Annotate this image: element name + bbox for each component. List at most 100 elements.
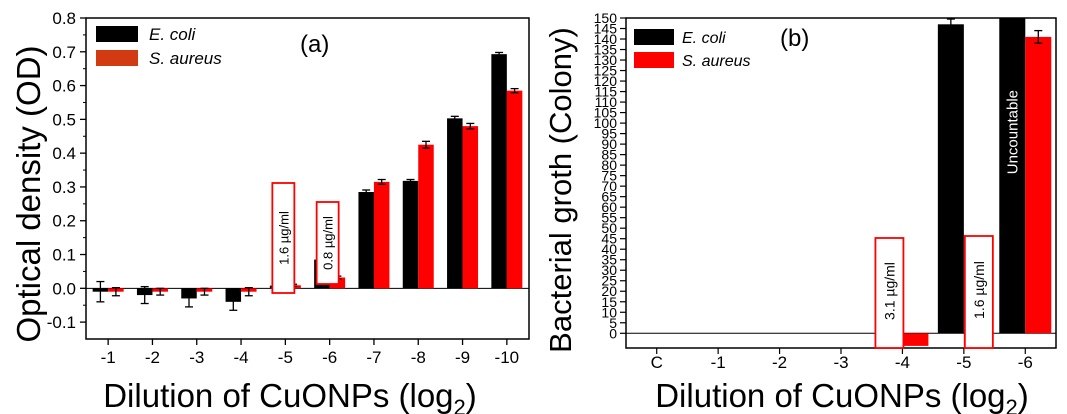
y-tick-label-b: 55 xyxy=(601,210,617,226)
y-tick-label-b: 150 xyxy=(594,10,618,26)
y-tick-label-b: 15 xyxy=(601,294,617,310)
bar-ecoli-a xyxy=(402,180,419,289)
x-tick-label-a: -1 xyxy=(101,348,116,367)
x-tick-label-b: -3 xyxy=(833,353,848,372)
y-axis-label-a: Optical density (OD) xyxy=(10,45,47,342)
y-tick-label-a: 0.7 xyxy=(52,43,76,62)
legend-swatch-ecoli-b xyxy=(634,29,674,45)
x-tick-label-a: -4 xyxy=(233,348,248,367)
legend-label-ecoli-b: E. coli xyxy=(682,30,726,47)
x-tick-label-b: -6 xyxy=(1018,353,1033,372)
x-axis-label-a-main: Dilution of CuONPs (log xyxy=(103,377,453,414)
legend-label-ecoli-a: E. coli xyxy=(149,25,197,44)
panel-label-b: (b) xyxy=(780,25,809,52)
x-axis-label-b-close: ) xyxy=(1018,377,1029,414)
bar-ecoli-a xyxy=(447,118,463,289)
bar-ecoli-a xyxy=(358,192,374,289)
x-axis-label-b-main: Dilution of CuONPs (log xyxy=(655,377,1005,414)
bar-ecoli-a xyxy=(491,54,507,289)
bar-saureus-b xyxy=(902,333,929,346)
y-axis-label-b: Bacterial groth (Colony) xyxy=(543,27,578,353)
y-tick-label-b: 30 xyxy=(601,262,617,278)
y-tick-label-b: 100 xyxy=(594,115,618,131)
y-tick-label-b: 130 xyxy=(594,52,618,68)
x-tick-label-a: -5 xyxy=(278,348,293,367)
y-tick-label-b: 120 xyxy=(594,73,618,89)
x-tick-label-b: -5 xyxy=(956,353,971,372)
y-tick-label-b: 75 xyxy=(601,168,617,184)
y-tick-label-b: 25 xyxy=(601,273,617,289)
y-tick-label-a: 0.4 xyxy=(52,144,76,163)
legend-swatch-saureus-b xyxy=(634,52,674,68)
panel-a: -0.1 0.0 0.1 0.2 0.3 0.4 0.5 0.6 0.7 0.8 -1 -2 -3 -4… xyxy=(10,9,530,414)
x-tick-label-a: -9 xyxy=(455,348,470,367)
y-tick-label-b: 85 xyxy=(601,147,617,163)
bar-ecoli-b xyxy=(999,18,1026,334)
y-tick-label-b: 140 xyxy=(594,31,618,47)
y-tick-label-b: 125 xyxy=(594,63,618,79)
annotation-box-a xyxy=(315,201,340,285)
annotation-text-b: 3.1 µg/ml xyxy=(881,262,897,320)
bar-saureus-a xyxy=(373,181,390,289)
annotation-text-b: 1.6 µg/ml xyxy=(971,261,987,319)
x-tick-label-a: -2 xyxy=(145,348,160,367)
y-tick-label-b: 20 xyxy=(601,283,617,299)
annotation-text-b: Uncountable xyxy=(1004,90,1021,174)
x-tick-label-a: -3 xyxy=(189,348,204,367)
y-tick-label-b: 70 xyxy=(601,178,617,194)
y-tick-label-a: 0.2 xyxy=(52,212,76,231)
legend-swatch-ecoli-a xyxy=(96,26,138,42)
annotation-box-b xyxy=(963,235,994,349)
y-tick-label-b: 145 xyxy=(594,21,618,37)
x-axis-label-b-sub: 2 xyxy=(1006,395,1018,414)
panel-b: 0510152025303540455055606570758085909510… xyxy=(543,10,1057,414)
x-axis-label-a: Dilution of CuONPs (log2) xyxy=(103,377,477,414)
y-tick-label-a: 0.8 xyxy=(52,9,76,28)
x-axis-label-a-close: ) xyxy=(466,377,477,414)
y-tick-label-b: 60 xyxy=(601,199,617,215)
legend-swatch-saureus-a xyxy=(96,50,138,66)
x-axis-label-a-sub: 2 xyxy=(454,395,466,414)
y-tick-label-b: 115 xyxy=(595,84,618,100)
x-tick-label-b: -2 xyxy=(772,353,787,372)
x-tick-label-b: -1 xyxy=(711,353,726,372)
bar-saureus-a xyxy=(462,126,479,289)
legend-label-saureus-b: S. aureus xyxy=(682,53,750,70)
x-tick-label-b: C xyxy=(651,353,663,372)
y-tick-label-b: 135 xyxy=(594,42,618,58)
y-tick-label-a: 0.3 xyxy=(52,178,76,197)
y-tick-label-b: 110 xyxy=(595,94,618,110)
y-tick-label-b: 0 xyxy=(609,325,617,341)
y-tick-label-b: 50 xyxy=(601,220,617,236)
panel-label-a: (a) xyxy=(300,31,329,58)
y-tick-label-a: 0.6 xyxy=(52,77,76,96)
bar-ecoli-b xyxy=(937,24,964,334)
y-tick-label-b: 5 xyxy=(609,315,617,331)
x-tick-label-a: -8 xyxy=(411,348,426,367)
y-tick-label-a: 0.0 xyxy=(52,279,76,298)
y-tick-label-b: 45 xyxy=(601,231,617,247)
y-tick-label-b: 40 xyxy=(601,241,617,257)
x-tick-label-a: -7 xyxy=(366,348,381,367)
y-tick-label-a: 0.5 xyxy=(52,110,76,129)
y-tick-label-b: 105 xyxy=(594,105,618,121)
x-axis-label-b: Dilution of CuONPs (log2) xyxy=(655,377,1029,414)
y-tick-label-b: 35 xyxy=(601,252,617,268)
bar-saureus-b xyxy=(1025,36,1052,334)
y-tick-label-a: 0.1 xyxy=(52,246,76,265)
x-tick-label-a: -10 xyxy=(495,348,520,367)
y-tick-label-a: -0.1 xyxy=(47,313,76,332)
y-tick-label-b: 10 xyxy=(601,304,617,320)
bar-saureus-a xyxy=(506,90,523,289)
x-tick-label-b: -4 xyxy=(895,353,910,372)
bar-saureus-a xyxy=(418,144,434,289)
y-tick-label-b: 65 xyxy=(601,189,617,205)
y-tick-label-b: 80 xyxy=(601,157,617,173)
plot-frame-a xyxy=(85,17,530,340)
legend-label-saureus-a: S. aureus xyxy=(149,49,222,68)
annotation-box-b xyxy=(874,237,905,349)
x-tick-label-a: -6 xyxy=(322,348,337,367)
y-tick-label-b: 90 xyxy=(601,136,617,152)
annotation-text-a: 0.8 µg/ml xyxy=(321,216,336,270)
